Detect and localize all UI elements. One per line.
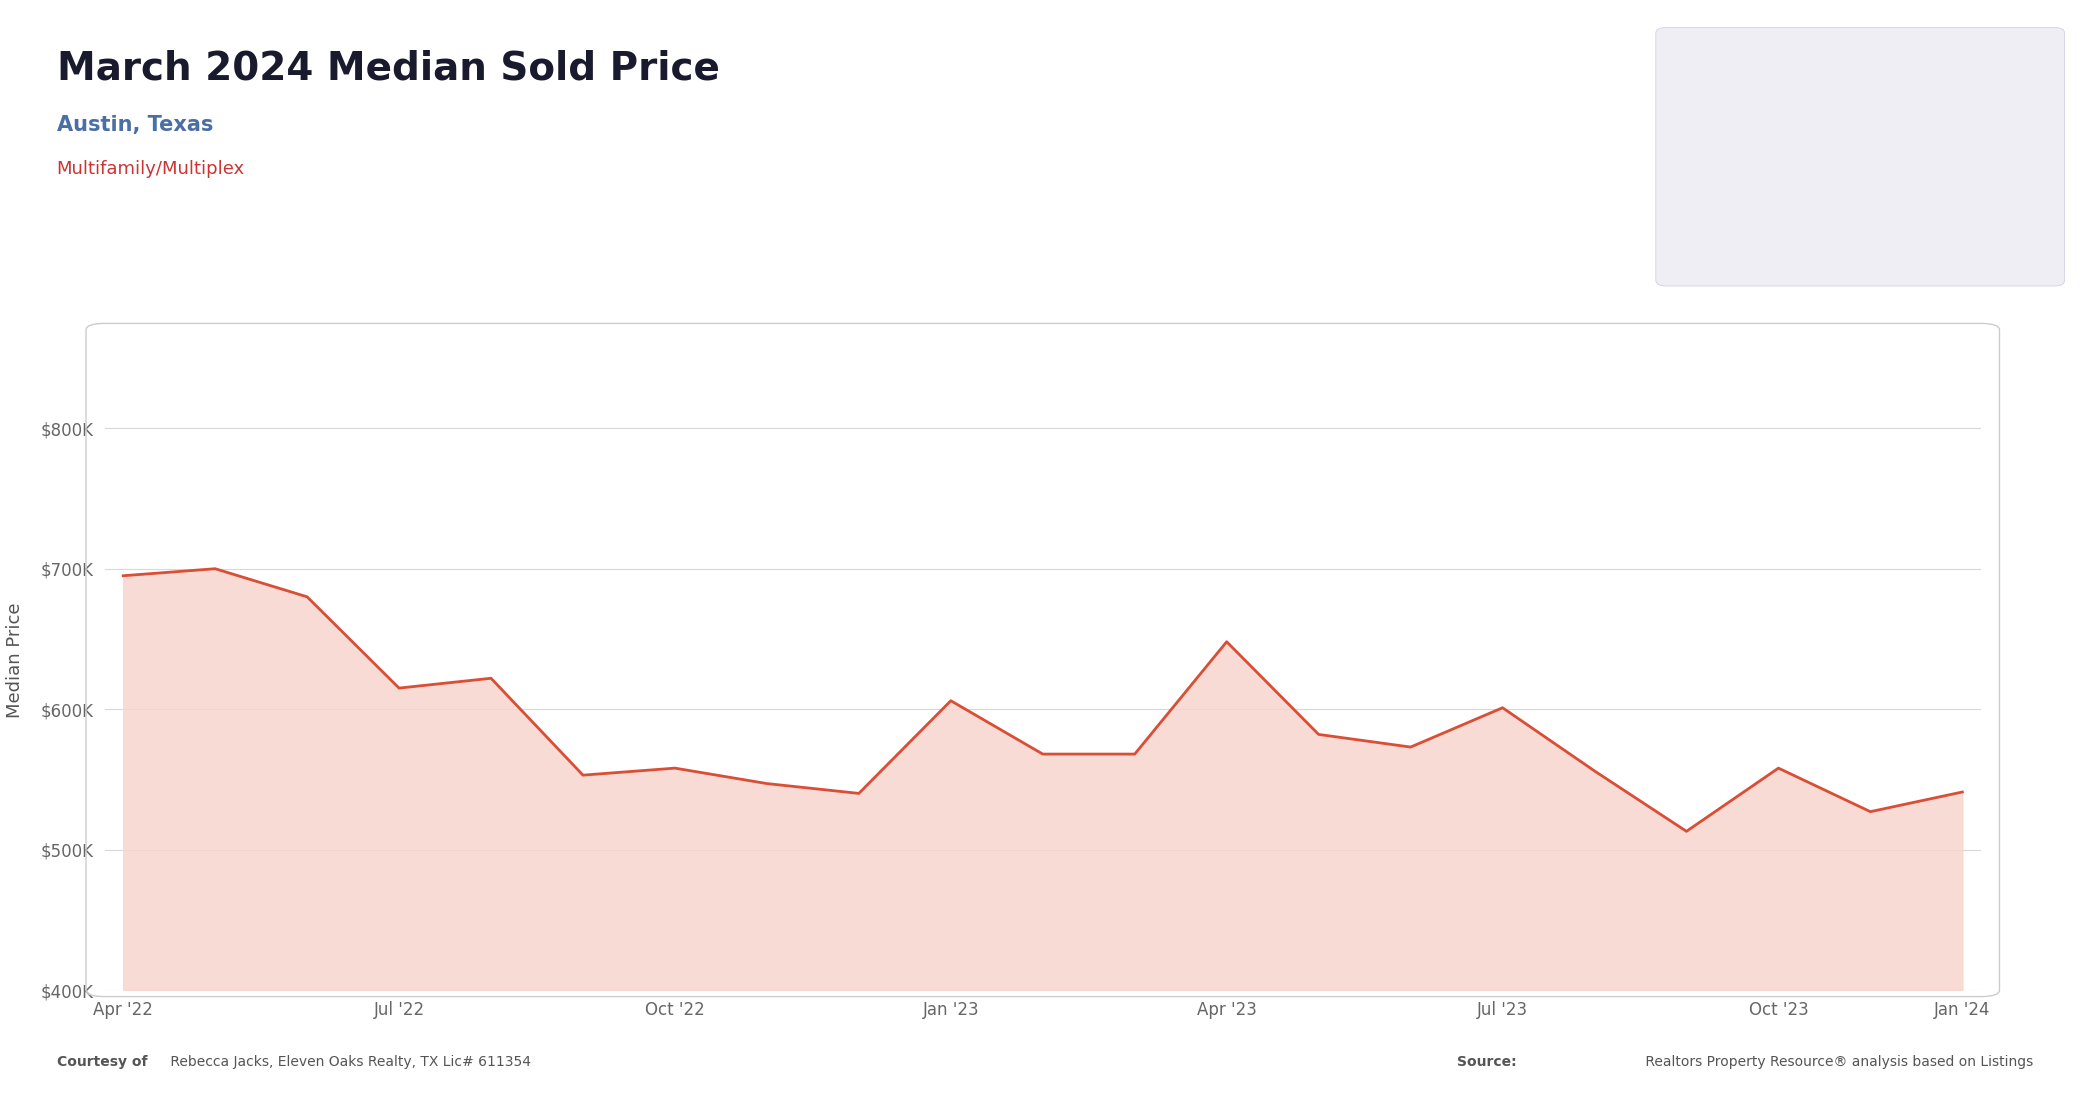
Text: ↑ 1.9% Month over Month: ↑ 1.9% Month over Month <box>1687 234 1888 250</box>
Text: Multifamily/Multiplex: Multifamily/Multiplex <box>57 160 245 177</box>
Text: $541,000: $541,000 <box>1687 116 1876 150</box>
Text: Median Sold Price: Median Sold Price <box>1691 53 1844 68</box>
Text: Courtesy of: Courtesy of <box>57 1055 147 1069</box>
Text: Source:: Source: <box>1457 1055 1515 1069</box>
Text: Realtors Property Resource® analysis based on Listings: Realtors Property Resource® analysis bas… <box>1641 1055 2033 1069</box>
Y-axis label: Median Price: Median Price <box>6 603 23 718</box>
Text: Rebecca Jacks, Eleven Oaks Realty, TX Lic# 611354: Rebecca Jacks, Eleven Oaks Realty, TX Li… <box>166 1055 530 1069</box>
Text: March 2024 Median Sold Price: March 2024 Median Sold Price <box>57 50 719 88</box>
Text: Austin, Texas: Austin, Texas <box>57 116 214 135</box>
